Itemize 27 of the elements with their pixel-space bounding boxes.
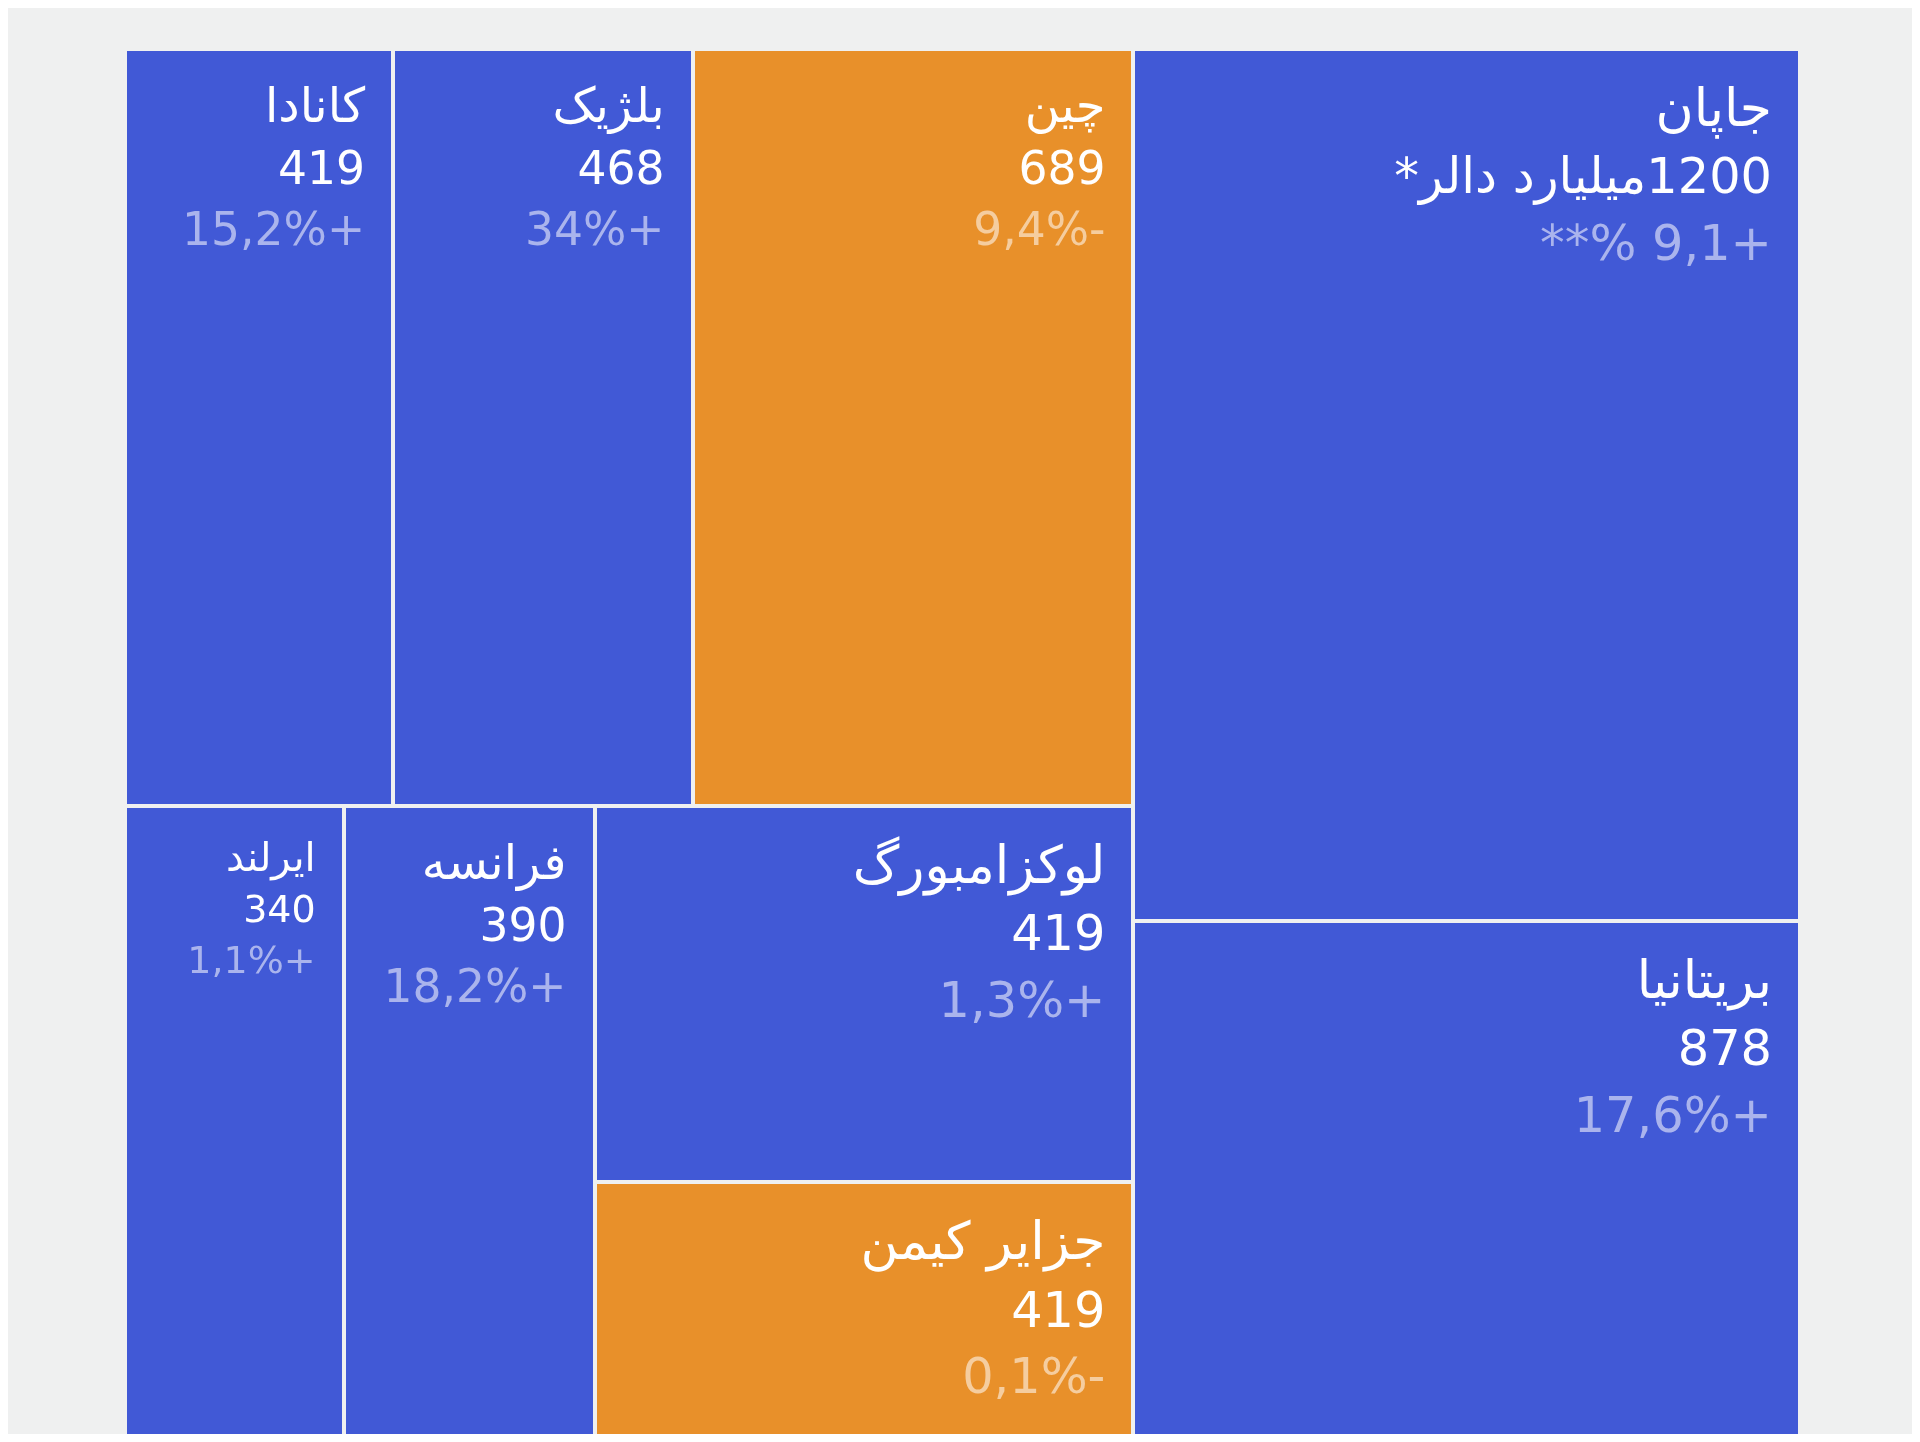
category-label: فرانسه: [420, 832, 567, 893]
category-label: بلژیک: [551, 76, 665, 136]
text: 0,1%-: [962, 1347, 1106, 1406]
data-label: 419: [1010, 903, 1106, 965]
data-label: 419: [277, 140, 366, 197]
data-label: 390: [478, 897, 567, 954]
data-label: 878: [1676, 1018, 1772, 1080]
data-label: 1200میلیارد دالر*: [1393, 146, 1772, 208]
data-label: 340: [242, 885, 316, 933]
text: 15,2%+: [182, 203, 366, 257]
text: 17,6%+: [1573, 1085, 1772, 1144]
text: 1,3%+: [938, 970, 1106, 1029]
category-label: ایرلند: [225, 832, 316, 883]
category-label: لوکزامبورگ: [851, 833, 1106, 898]
category-label: جاپان: [1654, 77, 1772, 141]
text: **% 9,1+: [1540, 213, 1772, 272]
category-label: بریتانیا: [1635, 949, 1772, 1013]
text: 18,2%+: [383, 960, 567, 1014]
data-label: 419: [1010, 1279, 1106, 1341]
text: 9,4%-: [973, 203, 1106, 257]
category-label: چین: [1023, 76, 1106, 136]
category-label: جزایر کیمن: [859, 1210, 1106, 1274]
category-label: کانادا: [263, 76, 366, 135]
data-label: 689: [1017, 140, 1106, 197]
text: 34%+: [525, 203, 665, 257]
text: 1,1%+: [187, 938, 316, 983]
data-label: 468: [576, 140, 665, 197]
